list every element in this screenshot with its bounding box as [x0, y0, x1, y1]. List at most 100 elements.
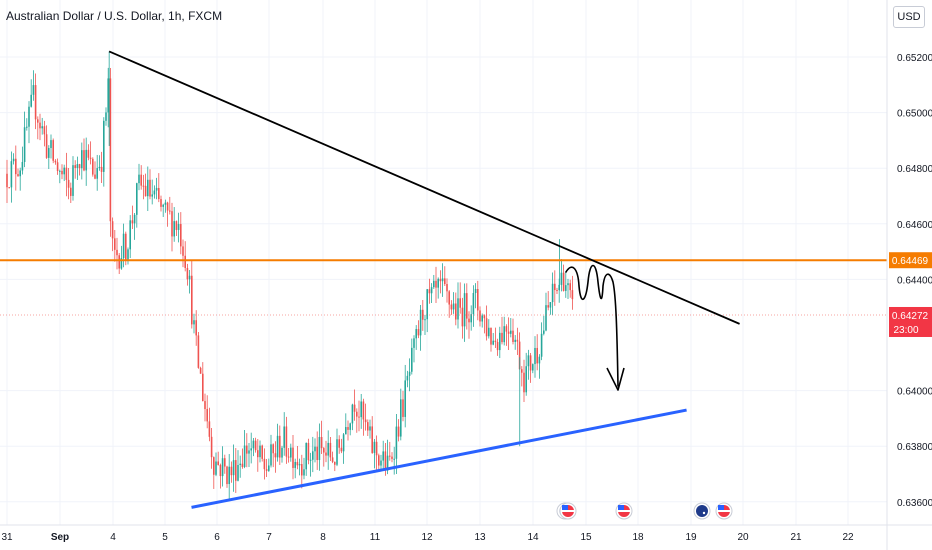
event-au[interactable]: [693, 502, 711, 520]
candle-body: [296, 461, 299, 466]
candle-body: [261, 445, 263, 459]
candle: [92, 157, 94, 177]
candle-body: [393, 458, 395, 460]
candle-body: [320, 436, 323, 449]
us-flag-stripe: [718, 510, 730, 512]
candle-body: [265, 469, 268, 471]
time-tick-label: 22: [842, 532, 854, 543]
candle-body: [87, 149, 90, 158]
candle-body: [122, 233, 125, 259]
candle: [547, 291, 549, 311]
candle-body: [406, 375, 409, 381]
candle-body: [512, 330, 514, 342]
candle: [294, 458, 296, 479]
candle: [307, 438, 310, 465]
price-tick-label: 0.63800: [897, 442, 932, 453]
candle-body: [263, 458, 266, 470]
candle-body: [197, 335, 200, 368]
candle: [138, 163, 140, 191]
candle: [554, 270, 556, 306]
candle: [276, 423, 279, 462]
candle: [63, 164, 65, 182]
candle-body: [413, 338, 415, 348]
candle-body: [382, 451, 384, 461]
candle: [446, 278, 448, 303]
event-us-2[interactable]: [615, 502, 633, 520]
candle: [120, 245, 123, 270]
candle-body: [166, 202, 169, 211]
candle-body: [30, 94, 32, 107]
candle-body: [105, 112, 107, 121]
current-price-text: 0.64272: [892, 311, 929, 322]
candle: [362, 398, 365, 436]
candle: [272, 443, 274, 468]
candle: [406, 370, 409, 388]
candle-body: [521, 369, 523, 373]
candle: [243, 430, 246, 469]
candle-body: [560, 272, 563, 285]
candle: [87, 144, 90, 161]
candle: [72, 156, 74, 201]
candle-body: [483, 315, 486, 319]
price-tick-label: 0.65000: [897, 109, 932, 120]
candle: [325, 440, 327, 463]
candle: [441, 263, 444, 297]
event-us-1[interactable]: [559, 502, 577, 520]
candle: [303, 457, 305, 480]
candle-body: [378, 455, 380, 466]
candle: [259, 440, 261, 463]
candle-body: [28, 106, 30, 127]
candle-body: [547, 305, 549, 308]
candle-body: [367, 422, 369, 431]
candle: [433, 274, 435, 289]
candle-body: [400, 399, 402, 437]
candle: [19, 167, 21, 191]
candle-body: [221, 458, 224, 477]
candle-body: [450, 304, 453, 310]
candle-body: [237, 464, 239, 481]
candle-body: [248, 450, 250, 454]
candle: [461, 297, 464, 339]
us-flag-canton: [718, 505, 724, 510]
candle-body: [116, 249, 118, 256]
time-tick-label: 12: [421, 532, 433, 543]
candle-body: [162, 204, 164, 207]
candle: [188, 269, 191, 294]
candle: [219, 463, 222, 489]
candle: [448, 290, 450, 318]
candle-body: [96, 168, 98, 179]
economic-events[interactable]: [556, 502, 733, 520]
candle: [545, 292, 547, 332]
time-axis[interactable]: 31 Sep 4 5 6 7 8 11 12 13 14 15 18 19 20 21 22: [0, 524, 932, 543]
candle-body: [202, 373, 204, 402]
candle: [131, 205, 134, 230]
candle-body: [81, 150, 83, 169]
event-us-3[interactable]: [715, 502, 733, 520]
candle: [94, 161, 96, 180]
candle: [470, 305, 472, 331]
candle-body: [74, 165, 76, 168]
candle: [534, 336, 536, 378]
resistance-label-bg: [889, 252, 932, 269]
candle-body: [386, 455, 389, 471]
candle-body: [529, 355, 532, 371]
candle: [204, 393, 206, 422]
candle: [26, 118, 28, 131]
candle: [169, 196, 171, 215]
drawings-layer[interactable]: [0, 50, 887, 509]
candle-body: [437, 278, 439, 288]
candle: [155, 177, 158, 200]
currency-button[interactable]: USD: [893, 6, 925, 28]
candle: [45, 125, 48, 159]
candle-body: [375, 441, 378, 456]
symbol-title[interactable]: Australian Dollar / U.S. Dollar, 1h, FXC…: [6, 9, 223, 23]
candle-body: [276, 435, 279, 458]
projection-path: [565, 264, 619, 387]
candle-body: [307, 442, 310, 461]
candle-body: [499, 332, 501, 351]
candle: [422, 300, 424, 331]
candle: [254, 437, 257, 453]
candle-body: [362, 401, 365, 420]
price-axis[interactable]: 0.65200 0.65000 0.64800 0.64600 0.64400 0.640…: [886, 0, 932, 550]
